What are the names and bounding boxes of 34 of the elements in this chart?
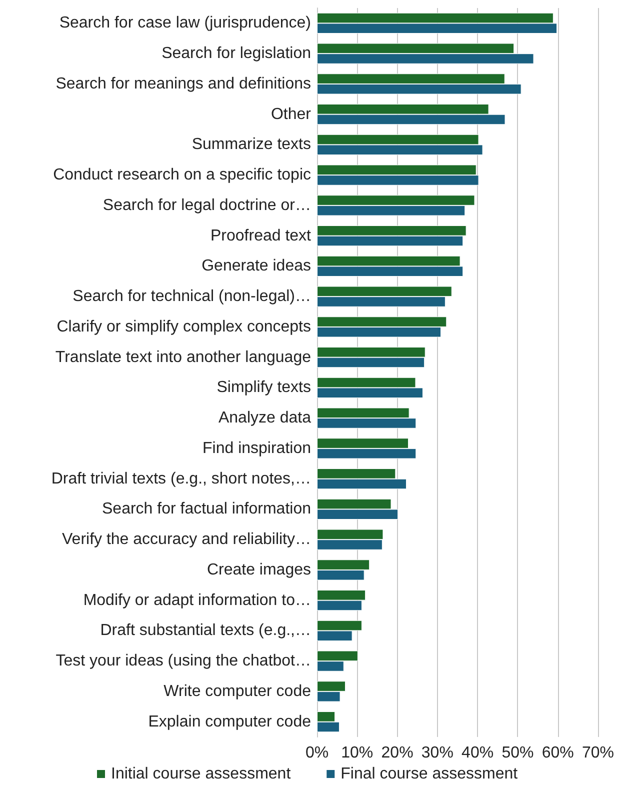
legend-label: Initial course assessment (111, 766, 292, 782)
y-tick-label: Modify or adapt information to… (83, 592, 311, 609)
y-tick-label: Draft substantial texts (e.g.,… (100, 622, 311, 640)
y-tick-label: Summarize texts (192, 136, 311, 154)
y-tick-label: Search for meanings and definitions (56, 75, 311, 92)
x-tick-label: 20% (381, 744, 414, 762)
y-tick-label: Search for legal doctrine or… (102, 196, 311, 214)
y-tick-label: Conduct research on a specific topic (53, 166, 311, 184)
y-tick-label: Other (270, 106, 312, 123)
x-tick-label: 30% (421, 744, 454, 762)
legend-label: Final course assessment (340, 766, 518, 782)
y-tick-label: Analyze data (218, 410, 312, 427)
y-tick-label: Find inspiration (202, 440, 311, 457)
y-tick-label: Generate ideas (202, 258, 311, 275)
y-tick-label: Verify the accuracy and reliability… (62, 531, 311, 548)
y-tick-label: Proofread text (210, 227, 312, 244)
y-tick-label: Search for case law (jurisprudence) (59, 14, 311, 32)
y-tick-label: Draft trivial texts (e.g., short notes,… (51, 470, 311, 488)
y-tick-label: Search for technical (non-legal)… (72, 288, 311, 306)
x-tick-label: 60% (542, 744, 574, 762)
y-tick-label: Write computer code (164, 682, 312, 700)
y-tick-label: Explain computer code (148, 713, 312, 730)
y-tick-label: Translate text into another language (55, 348, 312, 366)
x-tick-label: 40% (462, 744, 494, 762)
y-tick-label: Simplify texts (216, 379, 311, 396)
x-tick-label: 50% (502, 744, 534, 762)
y-tick-label: Search for legislation (162, 45, 311, 62)
y-tick-label: Test your ideas (using the chatbot… (56, 652, 311, 670)
x-tick-label: 0% (305, 744, 329, 762)
y-tick-label: Search for factual information (102, 500, 311, 518)
x-tick-label: 10% (341, 744, 374, 762)
x-tick-label: 70% (582, 744, 614, 762)
y-tick-label: Create images (206, 561, 311, 578)
y-tick-label: Clarify or simplify complex concepts (56, 318, 311, 336)
